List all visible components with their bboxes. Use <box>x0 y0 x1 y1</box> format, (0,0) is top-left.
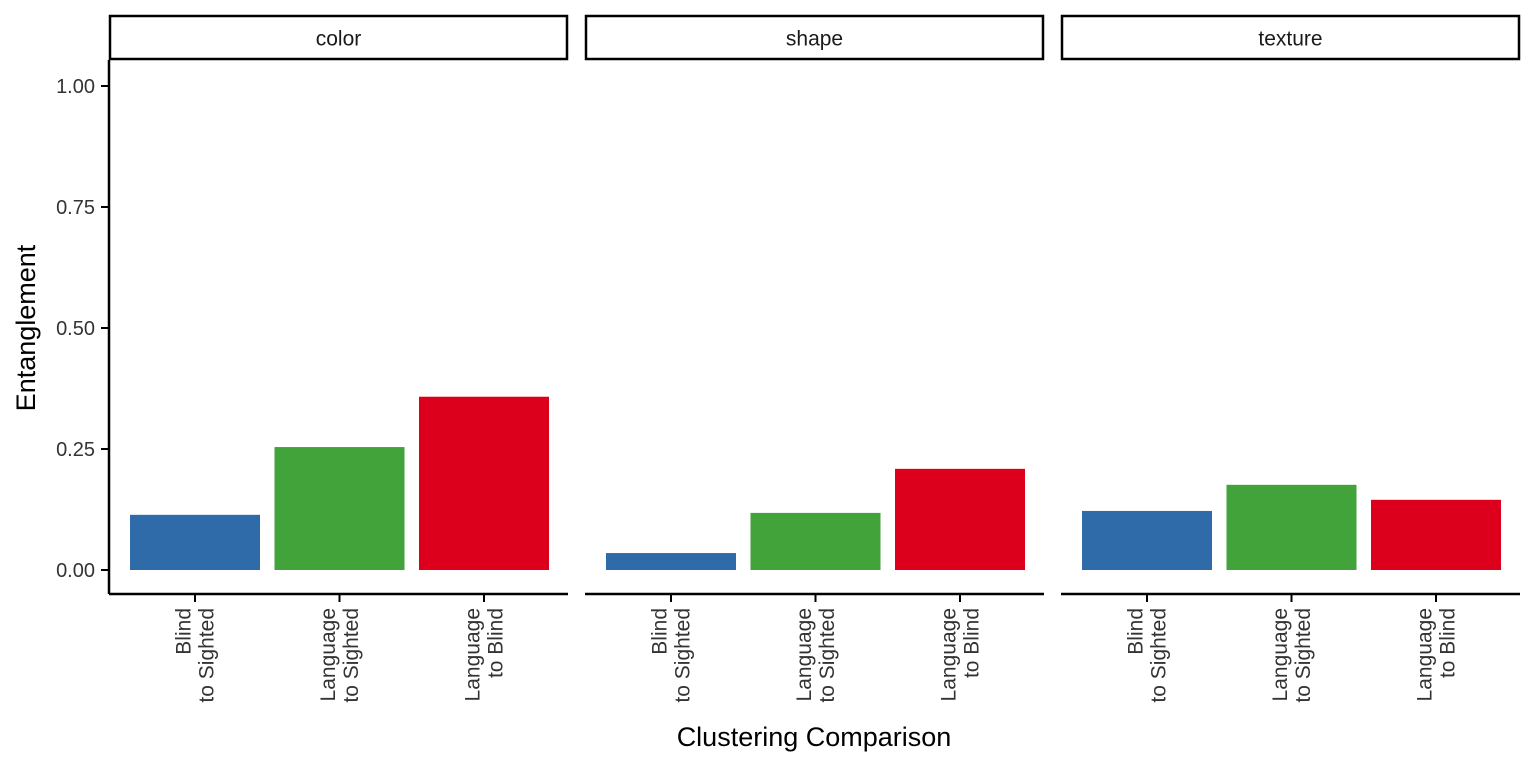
bar <box>130 514 260 570</box>
y-tick-label: 1.00 <box>56 76 95 98</box>
panel-shape: shape Blindto Sighted Languageto Sighted La… <box>584 14 1045 703</box>
bar <box>1226 484 1357 570</box>
y-tick-label: 0.75 <box>56 197 95 219</box>
facet-strip-label: shape <box>786 28 843 51</box>
panel-color: color Blindto Sighted Languageto Sighted La… <box>108 14 569 703</box>
facet-strip-label: color <box>316 28 362 51</box>
x-axis-title: Clustering Comparison <box>677 722 952 752</box>
x-tick-label: Blindto Sighted <box>649 608 695 703</box>
x-tick-label: Languageto Blind <box>1414 608 1460 701</box>
x-tick-label: Languageto Sighted <box>317 608 363 703</box>
bar <box>1082 510 1212 570</box>
bar <box>895 468 1025 570</box>
x-tick-label: Blindto Sighted <box>1125 608 1171 703</box>
x-tick-label: Blindto Sighted <box>173 608 219 703</box>
x-tick-label: Languageto Sighted <box>793 608 839 703</box>
bar <box>419 396 549 570</box>
facet-panels: color Blindto Sighted Languageto Sighted La… <box>108 14 1521 703</box>
facet-strip <box>1060 14 1521 61</box>
y-tick-label: 0.50 <box>56 318 95 340</box>
bar <box>274 447 405 570</box>
panel-texture: texture Blindto Sighted Languageto Sighted… <box>1060 14 1521 703</box>
facet-strip <box>584 14 1045 61</box>
bar <box>1371 499 1501 570</box>
x-tick-label: Languageto Blind <box>462 608 508 701</box>
y-axis: 0.00 0.25 0.50 0.75 1.00 <box>56 60 111 594</box>
y-axis-title: Entanglement <box>11 244 41 411</box>
y-tick-label: 0.25 <box>56 439 95 461</box>
y-tick-label: 0.00 <box>56 560 95 582</box>
facet-strip <box>108 14 569 61</box>
bar <box>750 512 881 570</box>
x-tick-label: Languageto Sighted <box>1269 608 1315 703</box>
x-tick-label: Languageto Blind <box>938 608 984 701</box>
facet-strip-label: texture <box>1258 28 1322 51</box>
bar <box>606 553 736 570</box>
